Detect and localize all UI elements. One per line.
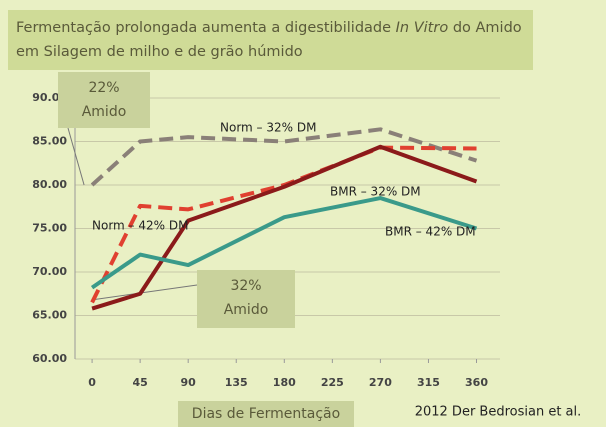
annotation: Amido: [224, 302, 269, 318]
series-label: BMR – 42% DM: [385, 225, 476, 239]
annotation-box: [58, 72, 150, 128]
title-part: do Amido em Silagem de milho e de grão h…: [16, 20, 522, 60]
x-tick-label: 180: [273, 376, 296, 389]
y-tick-label: 70.00: [32, 265, 67, 278]
series-line: [91, 144, 478, 311]
title-part: Fermentação prolongada aumenta a digesti…: [16, 20, 392, 36]
annotation: Amido: [82, 104, 127, 120]
x-tick-label: 90: [181, 376, 197, 389]
y-tick-label: 65.00: [32, 309, 67, 322]
x-axis-label: Dias de Fermentação: [192, 406, 340, 422]
x-tick-label: 315: [417, 376, 440, 389]
annotation: 32%: [230, 278, 261, 294]
series-line: [90, 145, 477, 304]
x-tick-label: 225: [321, 376, 344, 389]
x-tick-label: 135: [225, 376, 248, 389]
x-tick-label: 0: [88, 376, 96, 389]
series-label: Norm – 32% DM: [220, 121, 316, 135]
y-tick-label: 60.00: [32, 352, 67, 365]
title-part: In Vitro: [395, 20, 449, 36]
series-label: Norm – 42% DM: [92, 219, 188, 233]
source: 2012 Der Bedrosian et al.: [415, 405, 582, 420]
x-tick-label: 45: [132, 376, 147, 389]
y-tick-label: 80.00: [32, 178, 67, 191]
leader-line: [92, 284, 198, 301]
x-tick-label: 360: [465, 376, 488, 389]
annotation-box: [197, 270, 295, 328]
leader-line: [67, 127, 85, 186]
x-label-box: [178, 401, 354, 427]
y-tick-label: 85.00: [32, 135, 67, 148]
x-tick-label: 270: [369, 376, 392, 389]
series-line: [90, 196, 478, 290]
annotation: 22%: [88, 80, 119, 96]
series-label: BMR – 32% DM: [330, 185, 421, 199]
chart-title: Fermentação prolongada aumenta a digesti…: [8, 10, 533, 70]
series-line: [90, 127, 478, 187]
y-tick-label: 75.00: [32, 222, 67, 235]
